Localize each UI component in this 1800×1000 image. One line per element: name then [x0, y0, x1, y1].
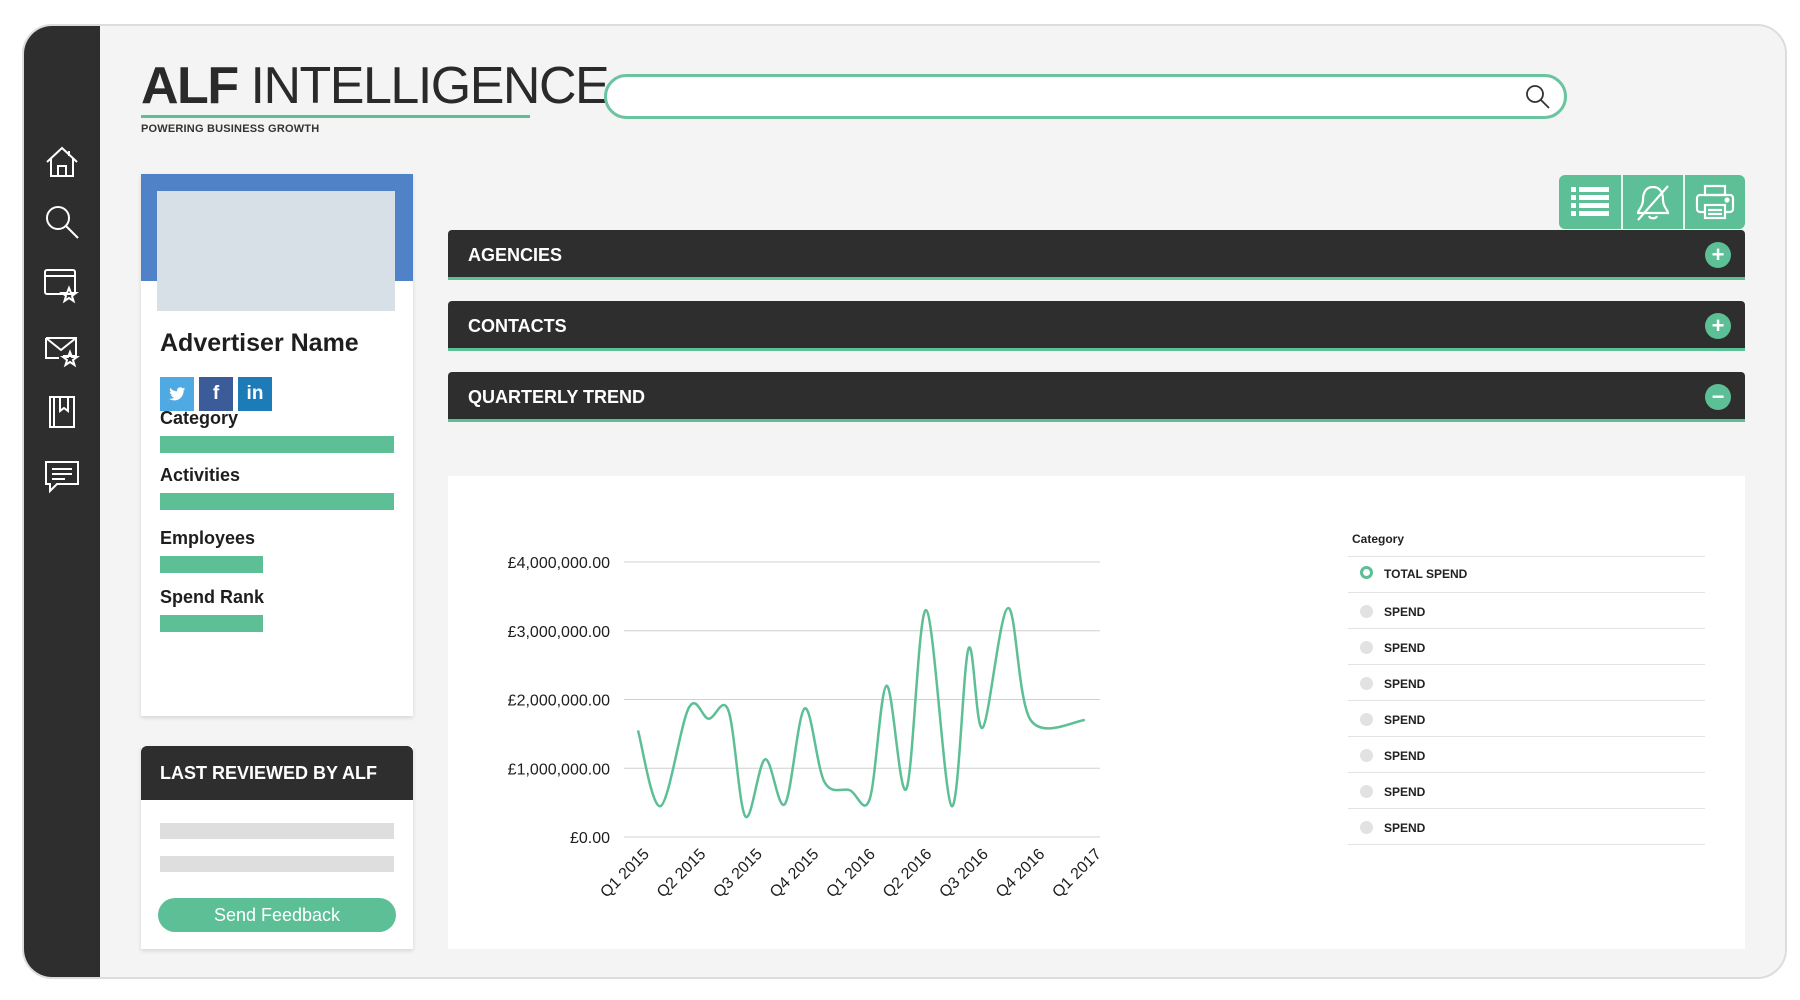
logo-tagline: POWERING BUSINESS GROWTH	[141, 123, 320, 135]
app-window: ALF INTELLIGENCE POWERING BUSINESS GROWT…	[22, 24, 1787, 979]
spend-rank-value-bar	[160, 615, 263, 632]
legend-item[interactable]: SPEND	[1348, 593, 1705, 629]
employees-label: Employees	[160, 528, 256, 548]
quarterly-trend-chart: £0.00 £1,000,000.00 £2,000,000.00 £3,000,00…	[508, 555, 1105, 901]
activities-label: Activities	[160, 465, 241, 485]
logo-underline	[141, 115, 530, 118]
total-spend-line	[636, 606, 1085, 818]
legend-label: TOTAL SPEND	[1384, 567, 1468, 581]
legend-item[interactable]: SPEND	[1348, 701, 1705, 737]
legend-item[interactable]: SPEND	[1348, 665, 1705, 701]
y-tick-label: £2,000,000.00	[508, 693, 610, 710]
reviewed-placeholder-line	[160, 856, 394, 872]
legend-label: SPEND	[1384, 641, 1426, 655]
legend-label: SPEND	[1384, 713, 1426, 727]
legend-label: SPEND	[1384, 677, 1426, 691]
search-input[interactable]	[627, 85, 1487, 109]
bookmark-icon[interactable]	[43, 393, 81, 431]
legend-label: SPEND	[1384, 605, 1426, 619]
radio-unselected-icon[interactable]	[1360, 749, 1373, 762]
twitter-icon[interactable]	[160, 377, 194, 411]
reviewed-placeholder-line	[160, 823, 394, 839]
last-reviewed-header: LAST REVIEWED BY ALF	[141, 746, 413, 800]
y-tick-label: £4,000,000.00	[508, 555, 610, 572]
radio-unselected-icon[interactable]	[1360, 713, 1373, 726]
radio-unselected-icon[interactable]	[1360, 821, 1373, 834]
agencies-title: AGENCIES	[468, 245, 563, 265]
legend-label: SPEND	[1384, 785, 1426, 799]
x-tick-label: Q4 2016	[993, 846, 1048, 901]
home-icon[interactable]	[43, 143, 81, 181]
chart-legend: Category TOTAL SPEND SPEND SPEND SPEND SPEND…	[1348, 532, 1705, 845]
watchlist-icon[interactable]	[43, 266, 81, 304]
legend-label: SPEND	[1384, 821, 1426, 835]
legend-item[interactable]: SPEND	[1348, 737, 1705, 773]
logo-title: ALF INTELLIGENCE	[141, 57, 610, 115]
radio-selected-icon[interactable]	[1360, 566, 1373, 579]
x-tick-label: Q1 2017	[1049, 846, 1104, 901]
x-tick-label: Q1 2015	[597, 846, 652, 901]
radio-unselected-icon[interactable]	[1360, 785, 1373, 798]
y-tick-label: £0.00	[570, 830, 610, 847]
legend-item[interactable]: SPEND	[1348, 773, 1705, 809]
search-icon[interactable]	[43, 203, 81, 241]
x-tick-label: Q2 2016	[880, 846, 935, 901]
bell-off-icon	[1636, 185, 1670, 221]
legend-items: TOTAL SPEND SPEND SPEND SPEND SPEND SPEND SPEN…	[1348, 557, 1705, 845]
x-tick-label: Q3 2016	[936, 846, 991, 901]
legend-item[interactable]: SPEND	[1348, 629, 1705, 665]
chat-icon[interactable]	[43, 458, 81, 496]
employees-value-bar	[160, 556, 263, 573]
logo-light: INTELLIGENCE	[237, 57, 610, 115]
category-label: Category	[160, 408, 239, 428]
x-tick-label: Q2 2015	[654, 846, 709, 901]
last-reviewed-card: LAST REVIEWED BY ALF Send Feedback	[141, 746, 413, 949]
quarterly-trend-title: QUARTERLY TREND	[468, 387, 646, 407]
expand-contacts-button[interactable]: +	[1705, 313, 1731, 339]
contacts-section-header[interactable]: CONTACTS +	[448, 301, 1745, 351]
radio-unselected-icon[interactable]	[1360, 677, 1373, 690]
last-reviewed-title: LAST REVIEWED BY ALF	[160, 763, 378, 783]
collapse-quarterly-trend-button[interactable]: −	[1705, 384, 1731, 410]
radio-unselected-icon[interactable]	[1360, 605, 1373, 618]
advertiser-name: Advertiser Name	[160, 329, 359, 357]
facebook-icon[interactable]: f	[199, 377, 233, 411]
contacts-title: CONTACTS	[468, 316, 567, 336]
logo[interactable]: ALF INTELLIGENCE POWERING BUSINESS GROWT…	[141, 57, 610, 135]
send-feedback-button[interactable]: Send Feedback	[158, 898, 396, 932]
radio-unselected-icon[interactable]	[1360, 641, 1373, 654]
spend-rank-label: Spend Rank	[160, 587, 265, 607]
main-content: ALF INTELLIGENCE POWERING BUSINESS GROWT…	[100, 26, 1785, 977]
list-icon	[1571, 187, 1609, 216]
y-tick-label: £1,000,000.00	[508, 761, 610, 778]
activities-value-bar	[160, 493, 394, 510]
logo-bold: ALF	[141, 57, 239, 115]
mail-star-icon[interactable]	[43, 330, 81, 368]
side-nav	[24, 26, 100, 977]
action-toolbar	[1559, 175, 1745, 229]
printer-icon	[1695, 184, 1735, 220]
search-icon[interactable]	[1524, 83, 1552, 111]
quarterly-trend-section-header[interactable]: QUARTERLY TREND −	[448, 372, 1745, 422]
expand-agencies-button[interactable]: +	[1705, 242, 1731, 268]
category-value-bar	[160, 436, 394, 453]
legend-item[interactable]: SPEND	[1348, 809, 1705, 845]
social-links: f in	[160, 377, 272, 411]
mute-alerts-button[interactable]	[1621, 175, 1683, 229]
list-view-button[interactable]	[1559, 175, 1621, 229]
search-bar	[604, 74, 1567, 119]
quarterly-trend-panel: £0.00 £1,000,000.00 £2,000,000.00 £3,000,00…	[448, 476, 1745, 949]
legend-item[interactable]: TOTAL SPEND	[1348, 557, 1705, 593]
linkedin-icon[interactable]: in	[238, 377, 272, 411]
advertiser-image-placeholder	[157, 191, 395, 311]
x-tick-label: Q3 2015	[710, 846, 765, 901]
legend-label: SPEND	[1384, 749, 1426, 763]
advertiser-card: Advertiser Name f in Category Activities…	[141, 174, 413, 716]
legend-title: Category	[1348, 532, 1705, 557]
agencies-section-header[interactable]: AGENCIES +	[448, 230, 1745, 280]
x-tick-label: Q4 2015	[767, 846, 822, 901]
x-tick-label: Q1 2016	[823, 846, 878, 901]
y-tick-label: £3,000,000.00	[508, 624, 610, 641]
print-button[interactable]	[1683, 175, 1745, 229]
